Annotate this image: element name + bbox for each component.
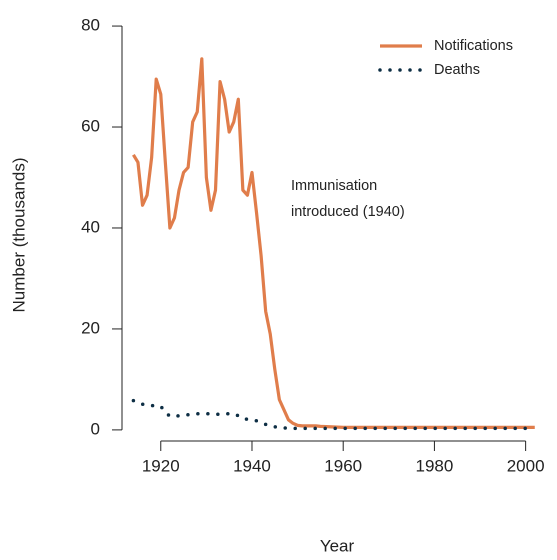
series-line	[131, 398, 537, 431]
annotation: introduced (1940)	[291, 204, 405, 220]
legend-label: Notifications	[434, 38, 513, 54]
y-tick-label: 20	[81, 318, 100, 337]
x-tick-label: 1920	[142, 456, 180, 475]
x-tick-label: 2000	[507, 456, 545, 475]
annotation: Immunisation	[291, 178, 377, 194]
y-tick-label: 80	[81, 16, 100, 35]
x-tick-label: 1940	[233, 456, 271, 475]
y-tick-label: 40	[81, 217, 100, 236]
legend-label: Deaths	[434, 62, 480, 78]
x-axis-title: Year	[320, 536, 355, 555]
y-axis-title: Number (thousands)	[9, 158, 28, 313]
x-tick-label: 1960	[324, 456, 362, 475]
y-tick-label: 60	[81, 117, 100, 136]
series-line	[132, 57, 535, 429]
x-tick-label: 1980	[416, 456, 454, 475]
y-tick-label: 0	[91, 419, 100, 438]
